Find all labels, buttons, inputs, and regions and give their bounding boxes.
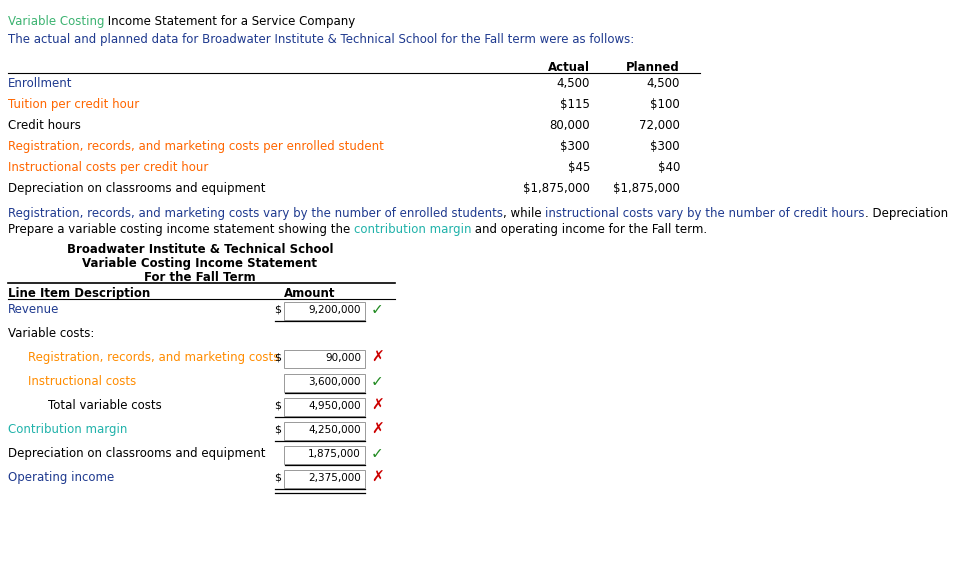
FancyBboxPatch shape [284,446,365,464]
Text: Enrollment: Enrollment [8,77,72,90]
Text: 1,875,000: 1,875,000 [308,448,360,459]
Text: , while: , while [502,207,545,220]
Text: ✓: ✓ [371,302,383,317]
Text: $115: $115 [559,98,589,111]
Text: Revenue: Revenue [8,303,59,316]
Text: Contribution margin: Contribution margin [8,423,128,436]
Text: Variable Costing Income Statement: Variable Costing Income Statement [82,257,317,270]
Text: Instructional costs per credit hour: Instructional costs per credit hour [8,161,208,174]
Text: Prepare a variable costing income statement showing the: Prepare a variable costing income statem… [8,223,354,236]
Text: Line Item Description: Line Item Description [8,287,150,300]
Text: . Depreciation is a fixed cost.: . Depreciation is a fixed cost. [864,207,953,220]
Text: Registration, records, and marketing costs per enrolled student: Registration, records, and marketing cos… [8,140,383,153]
Text: Variable costs:: Variable costs: [8,327,94,340]
Text: 80,000: 80,000 [549,119,589,132]
Text: 4,500: 4,500 [556,77,589,90]
Text: Income Statement for a Service Company: Income Statement for a Service Company [105,15,355,28]
Text: $: $ [274,305,281,315]
Text: 9,200,000: 9,200,000 [308,305,360,315]
FancyBboxPatch shape [284,469,365,487]
FancyBboxPatch shape [284,398,365,416]
Text: Registration, records, and marketing costs: Registration, records, and marketing cos… [28,351,279,364]
FancyBboxPatch shape [284,421,365,439]
Text: ✗: ✗ [371,422,383,437]
Text: Amount: Amount [284,287,335,300]
Text: Credit hours: Credit hours [8,119,81,132]
Text: $40: $40 [657,161,679,174]
Text: Depreciation on classrooms and equipment: Depreciation on classrooms and equipment [8,182,265,195]
Text: Operating income: Operating income [8,471,114,484]
Text: $45: $45 [567,161,589,174]
Text: 4,500: 4,500 [646,77,679,90]
Text: $300: $300 [559,140,589,153]
Text: Total variable costs: Total variable costs [48,399,162,412]
Text: ✗: ✗ [371,470,383,485]
Text: $: $ [274,473,281,482]
Text: Planned: Planned [625,61,679,74]
Text: $300: $300 [650,140,679,153]
Text: ✗: ✗ [371,350,383,365]
Text: Variable Costing: Variable Costing [8,15,105,28]
Text: 72,000: 72,000 [639,119,679,132]
Text: 90,000: 90,000 [325,352,360,363]
Text: 4,250,000: 4,250,000 [308,425,360,434]
Text: Broadwater Institute & Technical School: Broadwater Institute & Technical School [67,243,333,256]
Text: $100: $100 [650,98,679,111]
FancyBboxPatch shape [284,373,365,391]
Text: $1,875,000: $1,875,000 [613,182,679,195]
Text: The actual and planned data for Broadwater Institute & Technical School for the : The actual and planned data for Broadwat… [8,33,634,46]
Text: For the Fall Term: For the Fall Term [144,271,255,284]
FancyBboxPatch shape [284,350,365,368]
Text: Instructional costs: Instructional costs [28,375,136,388]
FancyBboxPatch shape [284,302,365,319]
Text: ✓: ✓ [371,446,383,461]
Text: Depreciation on classrooms and equipment: Depreciation on classrooms and equipment [8,447,265,460]
Text: Registration, records, and marketing costs vary by the number of enrolled studen: Registration, records, and marketing cos… [8,207,502,220]
Text: $: $ [274,352,281,363]
Text: instructional costs vary by the number of credit hours: instructional costs vary by the number o… [545,207,864,220]
Text: $: $ [274,425,281,434]
Text: 3,600,000: 3,600,000 [308,377,360,386]
Text: $: $ [274,400,281,411]
Text: $1,875,000: $1,875,000 [522,182,589,195]
Text: Actual: Actual [547,61,589,74]
Text: Tuition per credit hour: Tuition per credit hour [8,98,139,111]
Text: 2,375,000: 2,375,000 [308,473,360,482]
Text: and operating income for the Fall term.: and operating income for the Fall term. [471,223,707,236]
Text: 4,950,000: 4,950,000 [308,400,360,411]
Text: contribution margin: contribution margin [354,223,471,236]
Text: ✗: ✗ [371,398,383,413]
Text: ✓: ✓ [371,374,383,389]
